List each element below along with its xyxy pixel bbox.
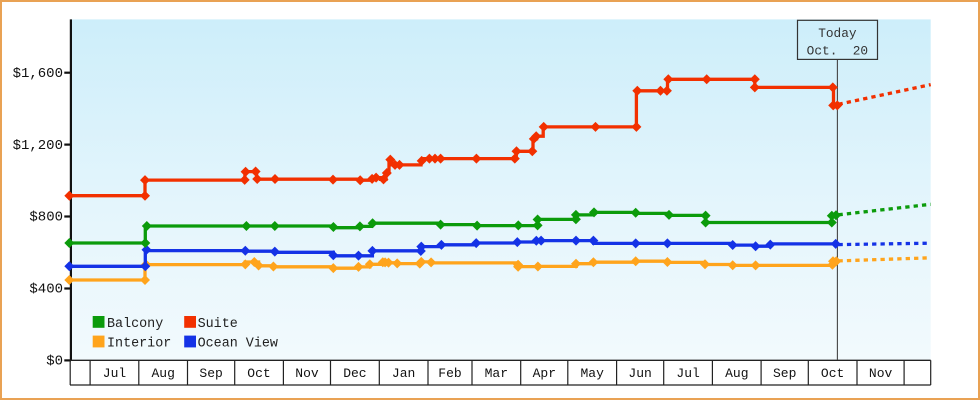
svg-text:Oct: Oct — [821, 366, 844, 381]
svg-text:Nov: Nov — [295, 366, 319, 381]
svg-text:$800: $800 — [29, 210, 63, 226]
svg-text:Dec: Dec — [343, 366, 366, 381]
svg-text:Jun: Jun — [628, 366, 651, 381]
svg-text:Jan: Jan — [392, 366, 415, 381]
svg-text:Apr: Apr — [533, 366, 556, 381]
svg-text:Ocean View: Ocean View — [198, 337, 278, 352]
svg-text:Aug: Aug — [725, 366, 748, 381]
svg-text:Balcony: Balcony — [107, 317, 163, 332]
svg-text:Jul: Jul — [676, 366, 700, 381]
svg-text:May: May — [580, 366, 604, 381]
svg-text:Interior: Interior — [107, 337, 171, 352]
svg-text:Sep: Sep — [199, 366, 222, 381]
svg-text:$1,600: $1,600 — [13, 66, 63, 82]
svg-text:Suite: Suite — [198, 317, 238, 332]
svg-text:Sep: Sep — [773, 366, 796, 381]
svg-text:Oct: Oct — [247, 366, 270, 381]
svg-text:Nov: Nov — [869, 366, 893, 381]
svg-text:Aug: Aug — [151, 366, 174, 381]
svg-text:Today: Today — [818, 26, 857, 41]
svg-text:$400: $400 — [29, 282, 63, 298]
svg-text:Feb: Feb — [438, 366, 461, 381]
svg-text:$1,200: $1,200 — [13, 138, 63, 154]
svg-text:$0: $0 — [46, 354, 63, 370]
svg-text:Jul: Jul — [103, 366, 127, 381]
svg-text:Mar: Mar — [485, 366, 508, 381]
svg-text:Oct. 20: Oct. 20 — [807, 43, 868, 58]
